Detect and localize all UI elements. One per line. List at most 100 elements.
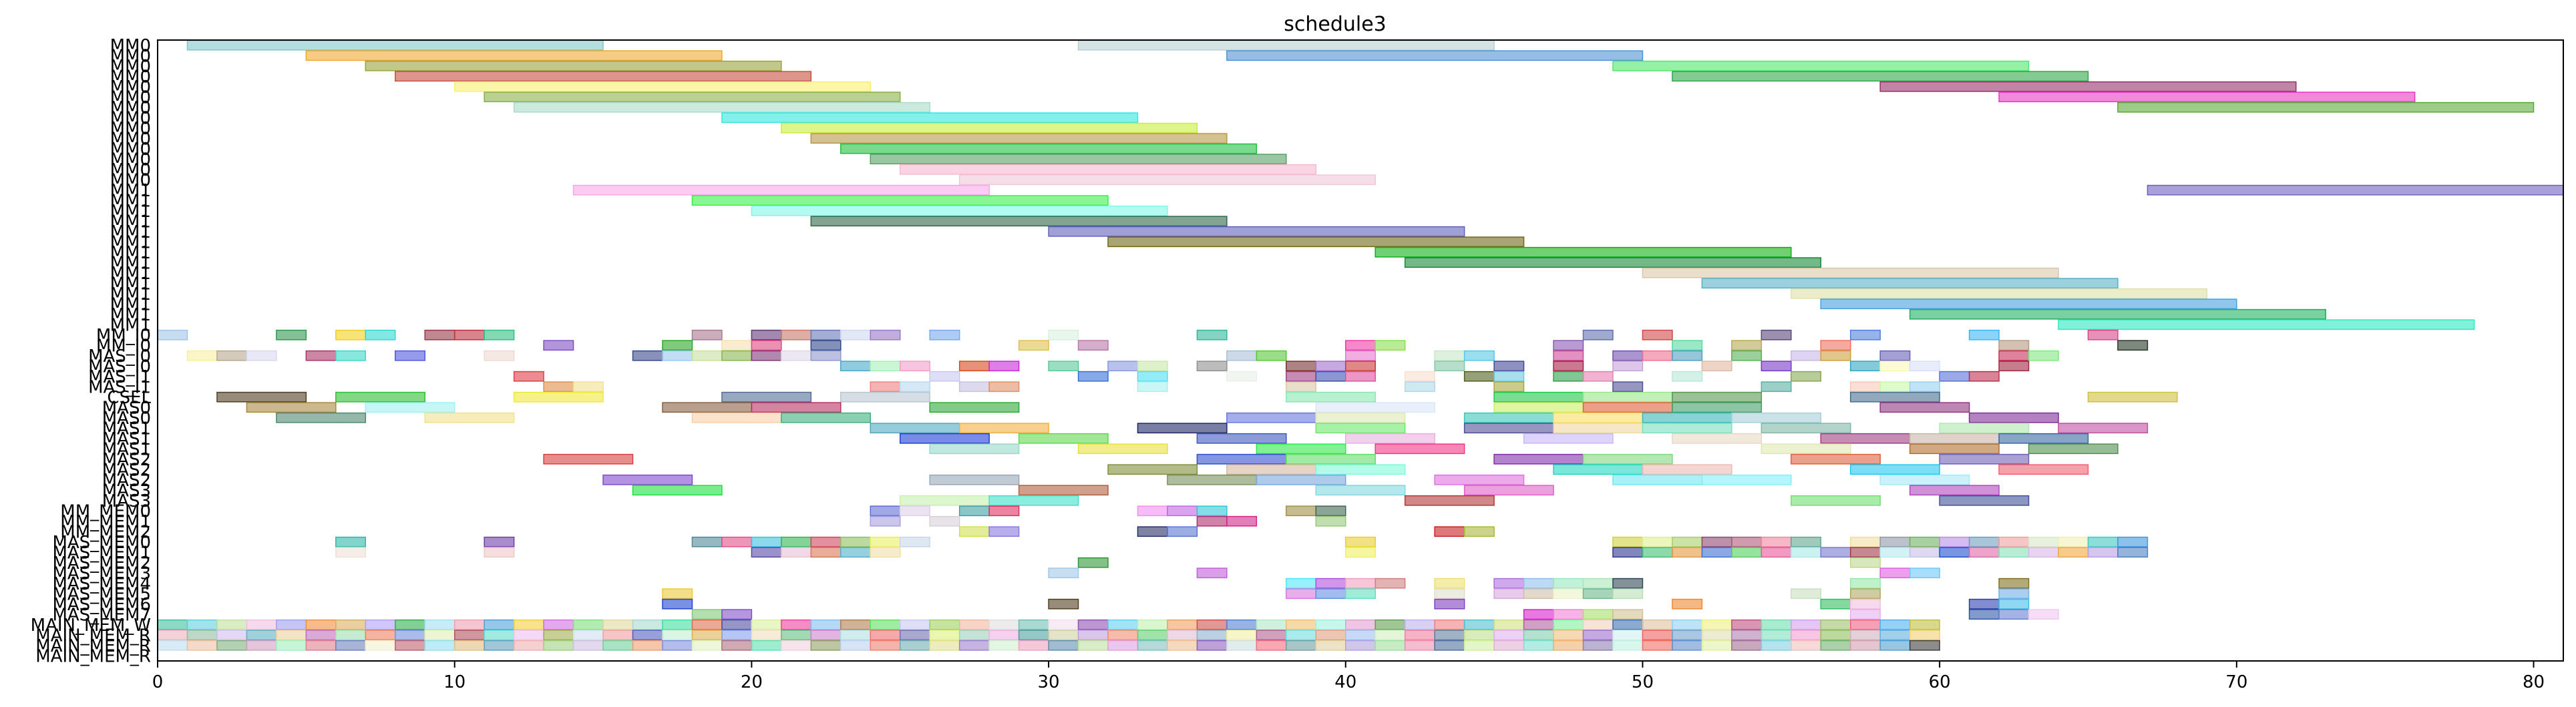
row-label: MM_I0 <box>96 336 151 356</box>
x-tick-label: 60 <box>1929 672 1951 692</box>
task-bar <box>1345 371 1376 382</box>
task-bar <box>1612 547 1644 558</box>
task-bar <box>216 619 248 630</box>
task-bar <box>543 340 574 351</box>
task-bar <box>929 371 960 382</box>
task-bar <box>1998 609 2030 620</box>
task-bar <box>1553 371 1584 382</box>
row-label: MM1 <box>110 264 151 284</box>
task-bar <box>1731 536 1763 547</box>
task-bar <box>810 630 842 641</box>
task-bar <box>1761 443 1851 455</box>
task-bar <box>691 350 723 361</box>
task-bar <box>1642 412 1732 423</box>
task-bar <box>810 350 842 361</box>
task-bar <box>1315 485 1406 496</box>
task-bar <box>1256 443 1346 455</box>
task-bar <box>1463 485 1554 496</box>
task-bar <box>1018 619 1049 630</box>
task-bar <box>899 381 930 393</box>
task-bar <box>2087 329 2119 340</box>
task-bar <box>1345 547 1376 558</box>
task-bar <box>899 164 1317 175</box>
task-bar <box>365 630 396 641</box>
task-bar <box>1374 340 1406 351</box>
task-bar <box>305 640 337 651</box>
task-bar <box>929 474 1020 485</box>
task-bar <box>1404 495 1495 506</box>
task-bar <box>543 640 574 651</box>
task-bar <box>870 505 901 517</box>
task-bar <box>1968 412 2059 423</box>
task-bar <box>1642 350 1673 361</box>
task-bar <box>1256 474 1346 485</box>
task-bar <box>1998 340 2030 351</box>
task-bar <box>157 640 188 651</box>
task-bar <box>1493 619 1525 630</box>
task-bar <box>1374 577 1406 589</box>
row-label: MM_MEM1 <box>60 512 151 532</box>
task-bar <box>1642 267 2059 278</box>
task-bar <box>1553 350 1584 361</box>
task-bar <box>1137 630 1168 641</box>
task-bar <box>1849 577 1881 589</box>
task-bar <box>1701 361 1732 372</box>
row-label: MAS_I0 <box>88 357 151 377</box>
task-bar <box>1048 361 1079 372</box>
task-bar <box>1968 609 2000 620</box>
task-bar <box>1493 453 1584 465</box>
task-bar <box>335 350 367 361</box>
task-bar <box>157 619 188 630</box>
task-bar <box>958 526 990 537</box>
task-bar <box>1523 433 1614 444</box>
task-bar <box>2028 609 2059 620</box>
task-bar <box>1167 619 1198 630</box>
task-bar <box>513 640 544 651</box>
task-bar <box>1820 630 1851 641</box>
task-bar <box>632 630 663 641</box>
task-bar <box>2117 536 2149 547</box>
row-label: MM0 <box>110 46 151 66</box>
row-label: MAS_MEM3 <box>52 563 151 583</box>
task-bar <box>1791 547 1822 558</box>
task-bar <box>1374 619 1406 630</box>
task-bar <box>1523 577 1554 589</box>
task-bar <box>1849 391 1940 403</box>
task-bar <box>1226 515 1258 527</box>
task-bar <box>1553 619 1584 630</box>
task-bar <box>662 350 693 361</box>
task-bar <box>1791 630 1822 641</box>
task-bar <box>840 536 872 547</box>
task-bar <box>870 361 901 372</box>
task-bar <box>1315 412 1406 423</box>
row-label: MM1 <box>110 191 151 211</box>
task-bar <box>840 391 930 403</box>
task-bar <box>1791 588 1822 600</box>
task-bar <box>395 350 425 361</box>
task-bar <box>1672 630 1703 641</box>
task-bar <box>662 340 693 351</box>
task-bar <box>1315 361 1346 372</box>
task-bar <box>1434 588 1465 600</box>
task-bar <box>2087 547 2119 558</box>
task-bar <box>1523 609 1554 620</box>
task-bar <box>1968 547 2000 558</box>
task-bar <box>1137 371 1168 382</box>
task-bar <box>1701 536 1732 547</box>
row-label: MAIN_MEM_R <box>35 636 151 656</box>
task-bar <box>840 329 872 340</box>
task-bar <box>1048 598 1079 610</box>
task-bar <box>1879 381 1911 393</box>
row-label: MM0 <box>110 150 151 170</box>
task-bar <box>1731 619 1763 630</box>
task-bar <box>1553 609 1584 620</box>
task-bar <box>1582 609 1614 620</box>
row-label: MM1 <box>110 315 151 335</box>
task-bar <box>1791 453 1881 465</box>
task-bar <box>751 640 782 651</box>
task-bar <box>929 640 960 651</box>
row-label: MM1 <box>110 284 151 304</box>
task-bar <box>1701 278 2119 289</box>
x-tick-label: 30 <box>1038 672 1060 692</box>
